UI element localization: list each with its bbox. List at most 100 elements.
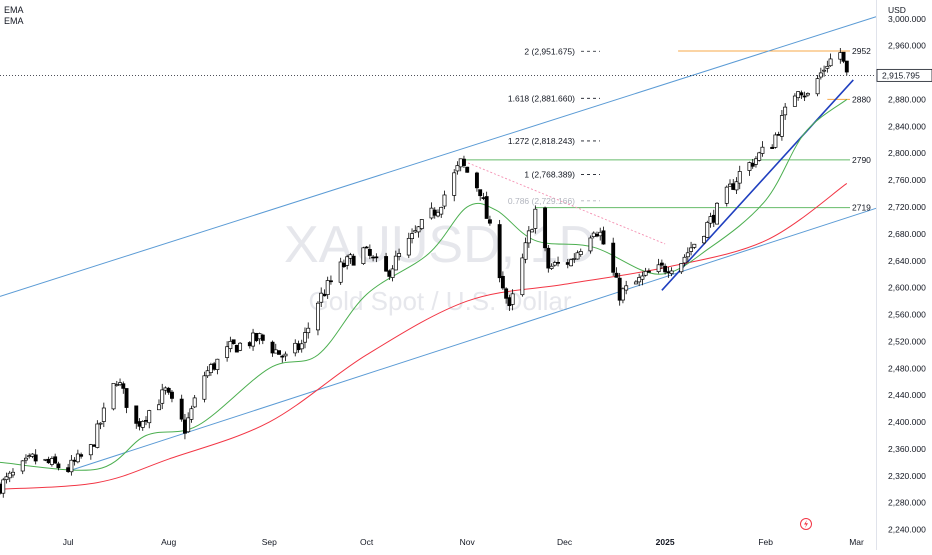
candle-up	[299, 343, 304, 350]
price-tick-label: 2,560.000	[888, 310, 926, 320]
price-axis[interactable]: USD 3,000.0002,960.0002,920.0002,880.000…	[852, 0, 932, 550]
candle-up	[345, 256, 350, 266]
candle-up	[69, 459, 74, 473]
candle-up	[708, 216, 713, 224]
candle-up	[390, 268, 395, 278]
candle-up	[157, 404, 161, 411]
candle-down	[234, 344, 239, 353]
candle-down	[543, 207, 548, 249]
candle-up	[283, 353, 288, 357]
ema-slow-line	[0, 183, 848, 490]
legend-ema-2[interactable]: EMA	[4, 16, 24, 26]
indicator-legend[interactable]: EMA EMA	[4, 5, 24, 27]
candle-up	[49, 458, 54, 465]
price-tick-label: 2,720.000	[888, 202, 926, 212]
candle-down	[328, 280, 333, 283]
candle-up	[455, 165, 460, 172]
candle-up	[591, 232, 596, 237]
candle-up	[685, 252, 690, 258]
candle-up	[552, 262, 557, 266]
candle-up	[737, 171, 742, 184]
candle-up	[303, 332, 307, 343]
candle-down	[614, 272, 619, 278]
candle-up	[828, 58, 833, 67]
fibonacci-extension: 2 (2,951.675) 1.618 (2,881.660) 1.272 (2,8…	[508, 46, 600, 206]
candle-up	[338, 261, 343, 283]
candle-down	[776, 134, 781, 136]
candle-down	[277, 350, 281, 355]
price-tick-label: 3,000.000	[888, 14, 926, 24]
candle-up	[208, 364, 213, 374]
candle-up	[575, 252, 580, 260]
candle-up	[114, 384, 119, 387]
price-tick-label: 2,280.000	[888, 498, 926, 508]
candle-up	[796, 91, 801, 99]
candle-up	[95, 423, 100, 448]
price-level-tag: 2719	[852, 203, 871, 213]
candle-down	[484, 196, 489, 219]
candle-up	[439, 206, 444, 215]
candle-down	[663, 265, 668, 273]
candle-up	[7, 472, 12, 479]
candle-down	[137, 421, 142, 427]
candle-up	[429, 207, 434, 219]
fib-level-label: 1.272 (2,818.243)	[508, 136, 575, 146]
candle-down	[731, 183, 736, 190]
candle-down	[280, 355, 285, 358]
candle-up	[669, 270, 674, 274]
time-tick-label: 2025	[656, 537, 675, 547]
candle-up	[728, 183, 732, 187]
time-tick-label: Jul	[63, 537, 74, 547]
candle-down	[322, 293, 327, 297]
candle-down	[432, 209, 437, 216]
time-tick-label: Nov	[460, 537, 476, 547]
candle-up	[4, 476, 9, 481]
candle-down	[611, 242, 616, 273]
drawn-lines	[0, 16, 877, 490]
legend-ema-1[interactable]: EMA	[4, 5, 24, 15]
candle-down	[254, 332, 259, 342]
channel-lower-line	[67, 207, 877, 472]
candles	[0, 47, 849, 498]
candle-down	[182, 419, 187, 434]
candle-up	[361, 247, 366, 264]
candle-up	[549, 265, 554, 269]
time-tick-label: Feb	[758, 537, 773, 547]
candle-up	[572, 258, 577, 260]
candle-down	[124, 388, 129, 408]
candle-down	[92, 444, 97, 447]
candle-up	[306, 327, 311, 334]
candle-down	[465, 166, 470, 173]
price-tick-label: 2,400.000	[888, 417, 926, 427]
candle-up	[30, 453, 35, 457]
price-tick-label: 2,960.000	[888, 41, 926, 51]
candle-down	[617, 277, 622, 301]
ema-fast-line	[0, 99, 848, 471]
time-axis[interactable]: Jul Aug Sep Oct Nov Dec 2025 Feb Mar	[63, 537, 864, 547]
candle-up	[702, 236, 706, 244]
candle-down	[270, 341, 275, 354]
candle-up	[410, 233, 414, 239]
price-tick-label: 2,880.000	[888, 94, 926, 104]
candle-up	[251, 332, 256, 347]
candle-up	[598, 231, 603, 237]
price-tick-label: 2,440.000	[888, 390, 926, 400]
candle-down	[53, 456, 58, 464]
trendline	[661, 79, 854, 291]
candle-up	[348, 254, 353, 259]
candle-up	[147, 410, 152, 424]
candle-down	[170, 391, 174, 399]
fib-level-label: 1 (2,768.389)	[524, 169, 575, 179]
candle-up	[1, 479, 6, 494]
candle-down	[56, 463, 61, 469]
time-tick-label: Mar	[849, 537, 864, 547]
candle-down	[384, 256, 389, 272]
price-level-tag: 2790	[852, 155, 871, 165]
candle-up	[416, 226, 421, 233]
price-tick-label: 2,680.000	[888, 229, 926, 239]
candle-up	[779, 115, 784, 137]
candle-up	[805, 93, 810, 96]
lightning-icon[interactable]	[800, 518, 812, 530]
